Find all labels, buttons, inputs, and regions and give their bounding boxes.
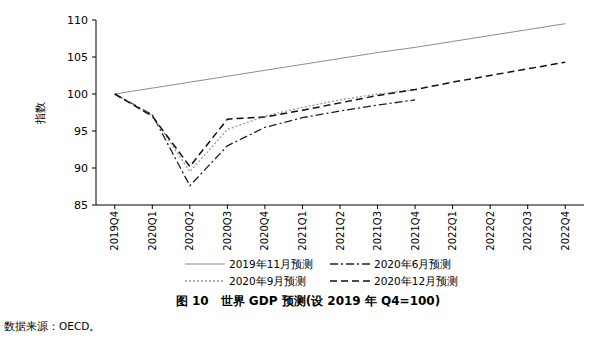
y-axis	[96, 20, 97, 205]
legend-label: 2020年9月预测	[229, 275, 306, 287]
x-tick-label: 2022Q1	[447, 211, 458, 251]
x-tick	[189, 205, 190, 209]
x-tick-label: 2020Q2	[184, 211, 195, 251]
x-tick-label: 2022Q2	[485, 211, 496, 251]
chart: 85 90 95 100 105 110 指数 2019Q4 2020Q1 2020Q2 2020Q…	[0, 0, 616, 341]
series-group	[115, 24, 565, 186]
x-tick-label: 2021Q4	[410, 211, 421, 251]
x-tick	[227, 205, 228, 209]
legend-label: 2020年6月预测	[374, 258, 451, 270]
y-tick	[92, 168, 96, 169]
legend-swatch	[185, 280, 225, 281]
x-tick-label: 2020Q4	[259, 211, 270, 251]
x-tick	[415, 205, 416, 209]
y-tick	[92, 205, 96, 206]
x-tick	[565, 205, 566, 209]
x-tick	[452, 205, 453, 209]
x-tick	[377, 205, 378, 209]
y-tick-label: 100	[67, 88, 88, 101]
legend-label: 2020年12月预测	[374, 275, 458, 287]
y-axis-label: 指数	[34, 102, 47, 125]
x-tick-label: 2022Q3	[522, 211, 533, 251]
x-tick	[302, 205, 303, 209]
x-tick-label: 2020Q1	[147, 211, 158, 251]
legend-swatch	[330, 263, 370, 264]
legend-swatch	[330, 280, 370, 282]
series-line	[115, 90, 415, 172]
y-tick	[92, 94, 96, 95]
title: 图 10 世界 GDP 预测(设 2019 年 Q4=100)	[176, 294, 440, 308]
y-tick-label: 90	[74, 162, 88, 175]
y-tick	[92, 20, 96, 21]
legend-label: 2019年11月预测	[229, 258, 313, 270]
series-line	[115, 24, 565, 94]
y-tick-label: 85	[74, 199, 88, 212]
x-tick-label: 2021Q1	[297, 211, 308, 251]
x-tick-label: 2021Q3	[372, 211, 383, 251]
legend-swatch	[185, 264, 225, 265]
source: 数据来源：OECD。	[4, 320, 100, 332]
x-tick	[527, 205, 528, 209]
x-tick	[340, 205, 341, 209]
y-tick-label: 105	[67, 51, 88, 64]
x-tick	[490, 205, 491, 209]
x-tick-label: 2021Q2	[335, 211, 346, 251]
y-tick-label: 110	[67, 14, 88, 27]
series-line	[115, 62, 565, 166]
x-tick	[152, 205, 153, 209]
y-tick	[92, 57, 96, 58]
y-tick	[92, 131, 96, 132]
x-tick-label: 2019Q4	[109, 211, 120, 251]
series-line	[115, 94, 415, 186]
x-tick	[114, 205, 115, 209]
x-tick-label: 2022Q4	[560, 211, 571, 251]
y-tick-label: 95	[74, 125, 88, 138]
x-tick-label: 2020Q3	[222, 211, 233, 251]
x-tick	[264, 205, 265, 209]
